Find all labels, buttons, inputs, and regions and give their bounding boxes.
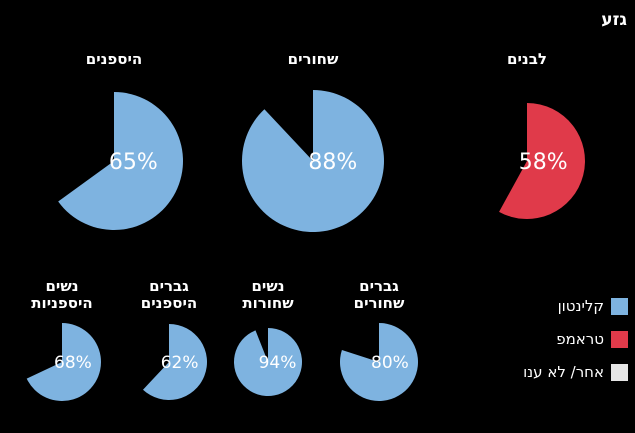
- pie-slice: [142, 324, 208, 400]
- pie-title: נשים היספניות: [31, 277, 92, 312]
- pie-value-label: 58%: [519, 150, 568, 175]
- pie-chart: 94% נשים שחורות: [234, 277, 303, 397]
- pie-slice: [26, 323, 101, 401]
- legend-swatch-clinton: [611, 297, 628, 315]
- legend: קלינטון טראמפ אחר/ לא ענו: [500, 296, 628, 395]
- pie-title: לבנים: [507, 50, 547, 68]
- legend-label: אחר/ לא ענו: [523, 363, 604, 381]
- pie-value-label: 62%: [161, 353, 199, 373]
- pie-slice: [234, 328, 303, 397]
- pie-chart: 68% נשים היספניות: [26, 277, 101, 401]
- pie-value-label: 68%: [54, 353, 92, 373]
- legend-label: קלינטון: [557, 297, 604, 315]
- pie-title: היספנים: [86, 50, 142, 68]
- pie-value-label: 80%: [371, 353, 409, 373]
- legend-swatch-other: [611, 363, 628, 381]
- legend-item-trump: טראמפ: [500, 329, 628, 349]
- legend-swatch-trump: [611, 330, 628, 348]
- pie-title: נשים שחורות: [242, 277, 294, 312]
- legend-label: טראמפ: [556, 330, 604, 348]
- pie-title: שחורים: [288, 50, 339, 68]
- pie-value-label: 88%: [308, 150, 357, 175]
- pie-chart: 65% היספנים: [58, 50, 184, 230]
- pie-slice: [241, 90, 384, 233]
- pie-chart: 88% שחורים: [241, 50, 384, 233]
- pie-chart: 58% לבנים: [499, 50, 585, 219]
- page-title: גזע: [601, 10, 627, 30]
- pie-title: גברים שחורים: [354, 277, 405, 312]
- pie-value-label: 94%: [259, 353, 297, 373]
- pie-value-label: 65%: [109, 150, 158, 175]
- pie-chart: 80% גברים שחורים: [340, 277, 419, 401]
- pie-slice: [58, 92, 184, 230]
- pie-slice: [499, 103, 585, 219]
- pie-chart: 62% גברים היספנים: [141, 277, 208, 400]
- legend-item-clinton: קלינטון: [500, 296, 628, 316]
- pie-slice: [340, 323, 419, 401]
- legend-item-other: אחר/ לא ענו: [500, 362, 628, 382]
- pie-title: גברים היספנים: [141, 277, 197, 312]
